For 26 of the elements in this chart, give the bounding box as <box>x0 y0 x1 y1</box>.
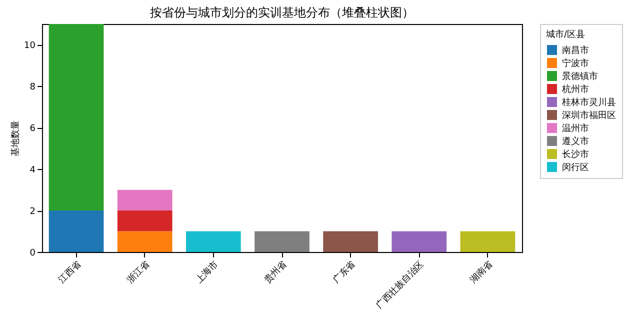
legend-label: 闵行区 <box>562 162 589 173</box>
x-tick-label: 贵州省 <box>262 258 290 286</box>
legend-label: 桂林市灵川县 <box>561 97 616 108</box>
legend-label: 景德镇市 <box>562 71 598 82</box>
y-tick-label: 10 <box>24 41 36 52</box>
x-tick-label: 浙江省 <box>125 258 152 286</box>
x-tick-label: 湖南省 <box>468 258 495 286</box>
x-tick-label: 江西省 <box>56 258 84 286</box>
y-tick-label: 8 <box>30 82 36 93</box>
legend-label: 南昌市 <box>562 45 589 56</box>
x-tick-label: 上海市 <box>194 258 220 286</box>
legend-label: 遵义市 <box>562 136 589 147</box>
chart-title: 按省份与城市划分的实训基地分布（堆叠柱状图） <box>150 6 414 20</box>
y-axis-title: 基地数量 <box>10 120 22 156</box>
legend-label: 长沙市 <box>562 149 589 160</box>
legend-label: 深圳市福田区 <box>562 110 616 121</box>
y-tick-label: 0 <box>30 248 36 258</box>
legend-label: 宁波市 <box>562 58 589 69</box>
x-tick-label: 广东省 <box>330 258 358 286</box>
legend-label: 温州市 <box>562 123 589 134</box>
x-tick-label: 广西壮族自治区 <box>374 258 426 312</box>
y-tick-label: 6 <box>30 124 36 134</box>
legend-label: 杭州市 <box>561 84 589 95</box>
y-tick-label: 2 <box>30 207 36 218</box>
legend-title: 城市/区县 <box>545 29 586 40</box>
y-tick-label: 4 <box>30 166 36 176</box>
